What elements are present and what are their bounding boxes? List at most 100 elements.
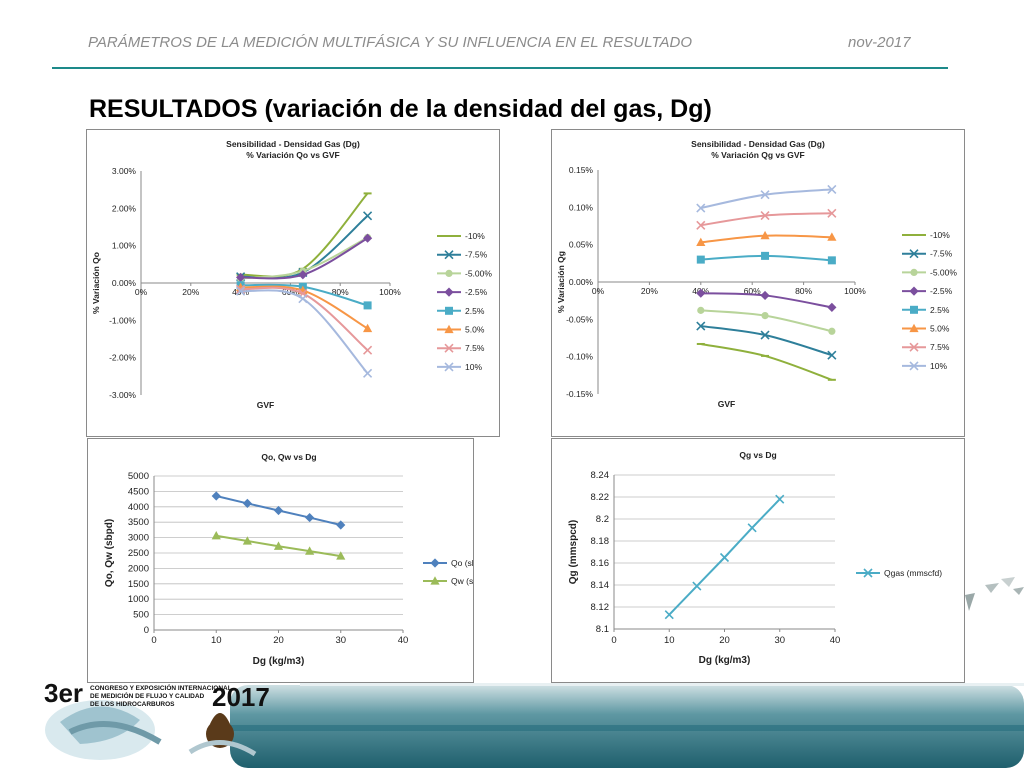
chart-undefined-x-tick-label: 10: [211, 635, 222, 646]
chart-undefined-data-point: [827, 302, 837, 312]
chart-undefined-legend-label: 2.5%: [465, 306, 485, 316]
chart-undefined-data-point: [827, 350, 837, 360]
chart-undefined-x-tick-label: 0%: [135, 287, 148, 297]
chart-undefined-y-tick-label: 2500: [128, 548, 149, 559]
chart-undefined-y-tick-label: 0.05%: [569, 240, 594, 250]
chart-undefined-data-point: [828, 327, 836, 335]
chart-undefined-data-point: [273, 505, 284, 516]
chart-undefined-y-tick-label: 8.24: [591, 470, 610, 481]
chart-undefined-data-point: [719, 552, 730, 563]
chart-undefined-legend-label: 7.5%: [465, 343, 485, 353]
header-divider: [52, 67, 948, 69]
chart-undefined-legend-marker: [444, 324, 454, 334]
chart-undefined-data-point: [760, 210, 770, 221]
chart-undefined-title: Qo, Qw vs Dg: [261, 452, 316, 462]
chart-undefined-x-tick-label: 0: [611, 635, 616, 646]
chart-undefined-data-point: [827, 256, 836, 265]
chart-undefined-data-point: [211, 530, 221, 540]
chart-undefined-data-point: [236, 286, 246, 296]
chart-undefined-data-point: [697, 306, 705, 314]
chart-undefined-data-point: [747, 523, 757, 533]
chart-undefined-data-point: [761, 251, 770, 260]
chart-undefined-legend-marker: [863, 568, 873, 578]
decorative-arrows: [965, 577, 1024, 611]
chart-undefined-x-tick-label: 100%: [844, 286, 866, 296]
chart-undefined-data-point: [761, 312, 769, 320]
chart-undefined-legend-label: -10%: [465, 231, 485, 241]
chart-undefined-legend-marker: [444, 250, 454, 260]
chart-undefined-legend-label: 5.0%: [465, 325, 485, 335]
chart-undefined-y-tick-label: 8.16: [591, 558, 610, 569]
chart-undefined-x-tick-label: 80%: [795, 286, 812, 296]
chart-undefined-x-tick-label: 80%: [332, 287, 349, 297]
chart-undefined-plot: Sensibilidad - Densidad Gas (Dg)% Variac…: [91, 139, 492, 410]
chart-undefined-legend-marker: [444, 362, 454, 372]
chart-undefined-data-point: [760, 230, 770, 240]
chart-undefined-y-tick-label: -2.00%: [109, 353, 136, 363]
chart-undefined-y-tick-label: 8.22: [591, 492, 610, 503]
chart-undefined-data-point: [696, 255, 705, 264]
chart-qg-svg: Qg vs Dg 8.24 8.22 8.2 8.18 8.16 8.14 8.12 8.10 1…: [568, 450, 942, 666]
chart-undefined-data-point: [696, 237, 706, 247]
chart-undefined-x-tick-label: 60%: [282, 287, 299, 297]
slide-title: RESULTADOS (variación de la densidad del…: [89, 95, 712, 123]
chart-undefined-x-axis-label: GVF: [718, 399, 735, 409]
chart-undefined-data-point: [760, 330, 770, 340]
chart-undefined-legend-label: -7.5%: [930, 249, 953, 259]
chart-undefined-data-point: [760, 190, 770, 200]
chart-undefined-data-point: [827, 208, 837, 218]
chart-undefined-legend-marker: [445, 306, 453, 315]
chart-undefined-x-tick-label: 40: [830, 635, 841, 646]
chart-qo-qw-svg: Qo, Qw vs Dg5000450040003500300025002000…: [104, 452, 473, 667]
chart-undefined-legend-label: -5.00%: [465, 268, 492, 278]
chart-undefined-y-tick-label: 1000: [128, 594, 149, 605]
chart-undefined-y-axis-label: % Variación Qg: [556, 251, 566, 313]
chart-undefined-x-axis-label: Dg (kg/m3): [253, 656, 305, 667]
chart-undefined-x-axis-label: GVF: [257, 400, 274, 410]
chart-undefined-legend-label: 7.5%: [930, 342, 950, 352]
chart-undefined-x-tick-label: 30: [335, 635, 346, 646]
chart-undefined-y-tick-label: 8.2: [596, 514, 609, 525]
chart-undefined-data-point: [242, 536, 252, 545]
chart-undefined-x-tick-label: 100%: [379, 287, 401, 297]
chart-panel-qo-variation: Sensibilidad - Densidad Gas (Dg)% Variac…: [86, 129, 500, 437]
chart-undefined-legend-label: -7.5%: [465, 250, 488, 260]
chart-panel-qo-qw: Qo, Qw vs Dg 5000 4500 4000 3500 3000 2500 2000…: [87, 438, 474, 683]
chart-undefined-x-tick-label: 60%: [744, 286, 761, 296]
chart-undefined-y-tick-label: 1500: [128, 579, 149, 590]
chart-undefined-x-axis-label: Dg (kg/m3): [699, 655, 751, 666]
chart-undefined-plot: Qg vs Dg 8.24 8.22 8.2 8.18 8.16 8.14 8.12 8.10 1…: [568, 450, 942, 666]
chart-undefined-legend-label: 5.0%: [930, 324, 950, 334]
chart-undefined-title: Sensibilidad - Densidad Gas (Dg): [226, 139, 360, 149]
chart-undefined-x-tick-label: 20%: [182, 287, 199, 297]
chart-undefined-data-point: [211, 491, 221, 501]
chart-undefined-y-tick-label: 0.00%: [569, 277, 594, 287]
chart-undefined-legend-marker: [430, 558, 440, 568]
chart-undefined-title: Sensibilidad - Densidad Gas (Dg): [691, 139, 825, 149]
chart-undefined-y-tick-label: 8.18: [591, 536, 610, 547]
chart-undefined-y-tick-label: 4500: [128, 486, 149, 497]
chart-undefined-data-point: [305, 512, 315, 523]
chart-undefined-legend-marker: [909, 286, 919, 296]
logo-line-3: DE LOS HIDROCARBUROS: [90, 701, 175, 708]
chart-undefined-y-tick-label: -1.00%: [109, 315, 136, 325]
chart-undefined-data-point: [362, 323, 373, 333]
chart-undefined-subtitle: % Variación Qg vs GVF: [711, 150, 805, 160]
chart-undefined-x-tick-label: 30: [774, 635, 785, 646]
chart-undefined-data-point: [692, 581, 702, 591]
chart-undefined-y-tick-label: -3.00%: [109, 390, 136, 400]
chart-undefined-y-tick-label: 3.00%: [112, 166, 137, 176]
chart-undefined-x-tick-label: 0%: [592, 286, 605, 296]
chart-undefined-data-point: [775, 494, 785, 504]
logo-year: 2017: [212, 682, 270, 712]
chart-undefined-legend-marker: [909, 249, 919, 259]
chart-undefined-legend-marker: [910, 305, 918, 314]
chart-undefined-legend-label: 10%: [465, 362, 482, 372]
chart-undefined-legend-marker: [444, 343, 454, 353]
chart-undefined-legend-label: Qw (sbpd): [451, 576, 473, 586]
chart-undefined-legend-marker: [909, 361, 919, 371]
footer-band: [0, 683, 1024, 768]
chart-undefined-y-tick-label: 2.00%: [112, 203, 137, 213]
chart-undefined-legend-label: 2.5%: [930, 305, 950, 315]
chart-undefined-data-point: [696, 203, 706, 213]
